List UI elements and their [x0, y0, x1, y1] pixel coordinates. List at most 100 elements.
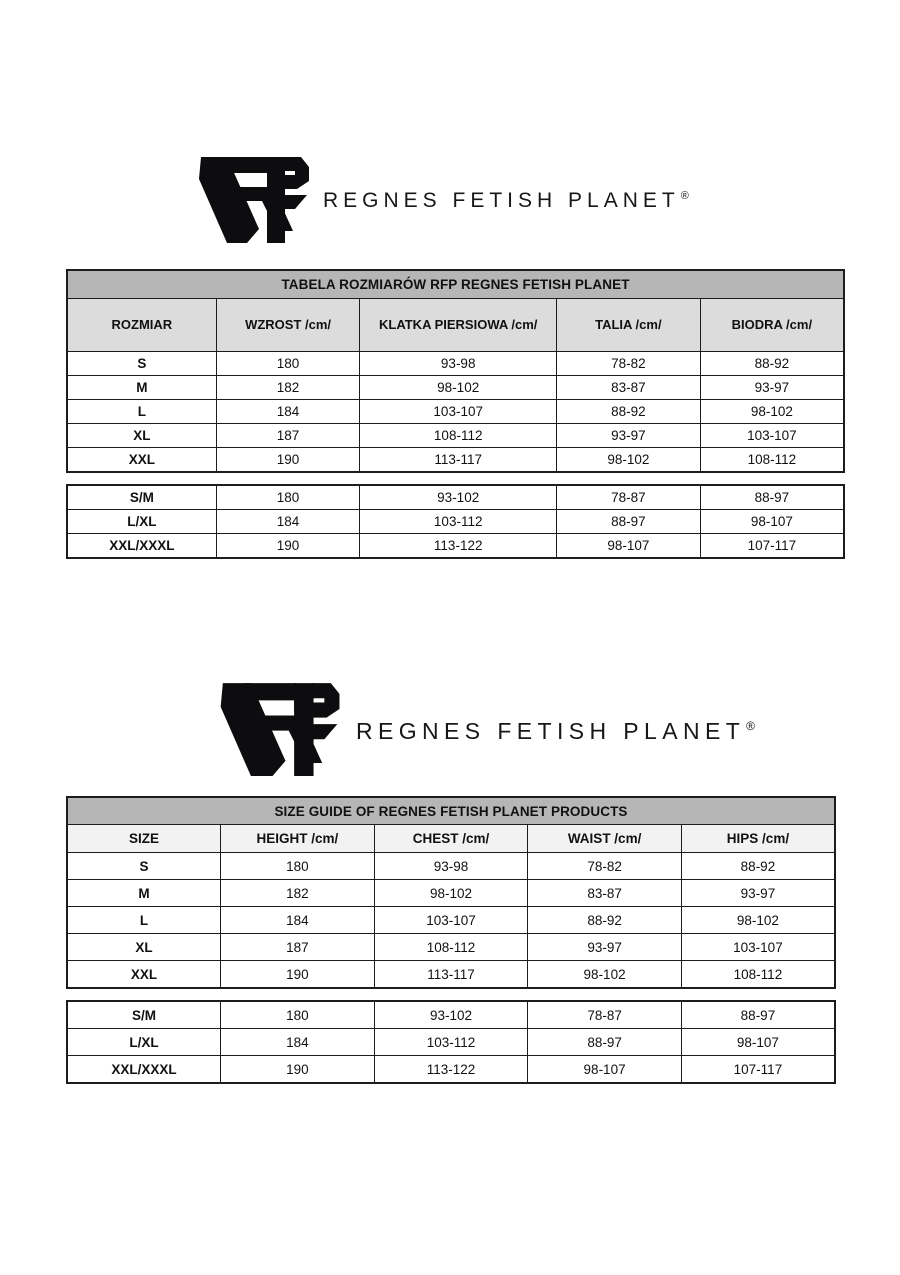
- column-header-hips: BIODRA /cm/: [699, 298, 845, 352]
- table-title: TABELA ROZMIARÓW RFP REGNES FETISH PLANE…: [66, 269, 845, 299]
- cell-chest: 113-122: [359, 533, 557, 559]
- cell-waist: 78-87: [527, 1000, 682, 1029]
- table-group-gap: [66, 473, 845, 484]
- column-header-chest: CHEST /cm/: [373, 824, 529, 853]
- brand-wordmark: REGNES FETISH PLANET®: [356, 718, 755, 745]
- size-table-polish: TABELA ROZMIARÓW RFP REGNES FETISH PLANE…: [66, 269, 845, 559]
- cell-hips: 108-112: [699, 447, 845, 473]
- table-row: S/M 180 93-102 78-87 88-97: [66, 1000, 836, 1029]
- cell-height: 190: [215, 533, 361, 559]
- cell-size: L: [66, 399, 217, 424]
- cell-waist: 98-102: [555, 447, 701, 473]
- registered-trademark-icon: ®: [680, 190, 689, 202]
- table-title-row: SIZE GUIDE OF REGNES FETISH PLANET PRODU…: [66, 796, 836, 825]
- cell-size: S: [66, 852, 222, 880]
- cell-waist: 93-97: [555, 423, 701, 448]
- table-row: XL 187 108-112 93-97 103-107: [66, 933, 836, 961]
- cell-height: 184: [220, 1028, 375, 1056]
- table-row: XXL/XXXL 190 113-122 98-107 107-117: [66, 1055, 836, 1084]
- cell-hips: 107-117: [699, 533, 845, 559]
- cell-hips: 98-107: [699, 509, 845, 534]
- column-header-size: ROZMIAR: [66, 298, 217, 352]
- cell-height: 184: [215, 399, 361, 424]
- cell-size: XL: [66, 423, 217, 448]
- cell-height: 190: [220, 1055, 375, 1084]
- cell-height: 190: [220, 960, 375, 989]
- cell-height: 182: [215, 375, 361, 400]
- table-row: L/XL 184 103-112 88-97 98-107: [66, 509, 845, 534]
- cell-size: XXL: [66, 960, 222, 989]
- rfp-monogram-icon: [199, 157, 309, 243]
- cell-chest: 108-112: [359, 423, 557, 448]
- table-header-row: ROZMIAR WZROST /cm/ KLATKA PIERSIOWA /cm…: [66, 298, 845, 352]
- table-row: S 180 93-98 78-82 88-92: [66, 351, 845, 376]
- table-row: XXL 190 113-117 98-102 108-112: [66, 960, 836, 989]
- cell-chest: 103-112: [373, 1028, 529, 1056]
- cell-size: S/M: [66, 1000, 222, 1029]
- cell-waist: 93-97: [527, 933, 682, 961]
- table-row: L 184 103-107 88-92 98-102: [66, 906, 836, 934]
- cell-hips: 103-107: [680, 933, 836, 961]
- rfp-monogram-icon: [220, 683, 340, 776]
- cell-chest: 93-98: [359, 351, 557, 376]
- cell-waist: 83-87: [555, 375, 701, 400]
- cell-size: L/XL: [66, 509, 217, 534]
- cell-height: 182: [220, 879, 375, 907]
- brand-logo-bottom: REGNES FETISH PLANET®: [218, 668, 755, 776]
- cell-chest: 103-112: [359, 509, 557, 534]
- brand-wordmark: REGNES FETISH PLANET®: [323, 189, 689, 213]
- cell-waist: 88-97: [555, 509, 701, 534]
- cell-chest: 113-117: [359, 447, 557, 473]
- cell-chest: 113-122: [373, 1055, 529, 1084]
- wordmark-text: REGNES FETISH PLANET: [356, 717, 746, 744]
- brand-logo-top: REGNES FETISH PLANET®: [197, 143, 689, 243]
- cell-size: XXL/XXXL: [66, 1055, 222, 1084]
- cell-chest: 98-102: [373, 879, 529, 907]
- column-header-hips: HIPS /cm/: [680, 824, 836, 853]
- cell-hips: 98-102: [680, 906, 836, 934]
- cell-height: 184: [220, 906, 375, 934]
- cell-hips: 103-107: [699, 423, 845, 448]
- cell-waist: 78-82: [555, 351, 701, 376]
- cell-height: 180: [215, 351, 361, 376]
- cell-waist: 88-92: [555, 399, 701, 424]
- cell-hips: 98-102: [699, 399, 845, 424]
- cell-height: 180: [215, 484, 361, 510]
- cell-chest: 103-107: [373, 906, 529, 934]
- cell-chest: 93-102: [373, 1000, 529, 1029]
- cell-waist: 83-87: [527, 879, 682, 907]
- cell-chest: 108-112: [373, 933, 529, 961]
- registered-trademark-icon: ®: [746, 718, 755, 733]
- cell-size: L: [66, 906, 222, 934]
- table-title: SIZE GUIDE OF REGNES FETISH PLANET PRODU…: [66, 796, 836, 825]
- cell-chest: 98-102: [359, 375, 557, 400]
- cell-size: XXL/XXXL: [66, 533, 217, 559]
- cell-chest: 103-107: [359, 399, 557, 424]
- cell-chest: 93-102: [359, 484, 557, 510]
- cell-height: 187: [220, 933, 375, 961]
- table-row: XXL/XXXL 190 113-122 98-107 107-117: [66, 533, 845, 559]
- table-row: L 184 103-107 88-92 98-102: [66, 399, 845, 424]
- cell-height: 180: [220, 1000, 375, 1029]
- column-header-height: HEIGHT /cm/: [220, 824, 375, 853]
- cell-size: S: [66, 351, 217, 376]
- size-table-english-main: SIZE GUIDE OF REGNES FETISH PLANET PRODU…: [66, 796, 836, 989]
- cell-height: 190: [215, 447, 361, 473]
- cell-waist: 98-102: [527, 960, 682, 989]
- cell-chest: 113-117: [373, 960, 529, 989]
- column-header-waist: TALIA /cm/: [555, 298, 701, 352]
- table-row: L/XL 184 103-112 88-97 98-107: [66, 1028, 836, 1056]
- cell-hips: 93-97: [680, 879, 836, 907]
- wordmark-text: REGNES FETISH PLANET: [323, 189, 680, 212]
- cell-hips: 107-117: [680, 1055, 836, 1084]
- cell-waist: 98-107: [527, 1055, 682, 1084]
- table-row: XXL 190 113-117 98-102 108-112: [66, 447, 845, 473]
- cell-height: 187: [215, 423, 361, 448]
- size-table-polish-main: TABELA ROZMIARÓW RFP REGNES FETISH PLANE…: [66, 269, 845, 473]
- cell-waist: 88-92: [527, 906, 682, 934]
- table-row: XL 187 108-112 93-97 103-107: [66, 423, 845, 448]
- cell-hips: 93-97: [699, 375, 845, 400]
- cell-waist: 78-87: [555, 484, 701, 510]
- cell-hips: 98-107: [680, 1028, 836, 1056]
